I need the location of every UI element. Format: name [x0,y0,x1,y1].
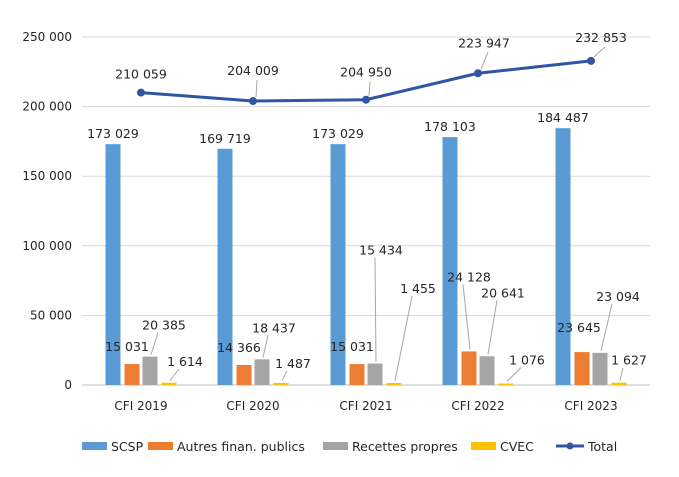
y-tick-label: 250 000 [22,30,72,44]
bar-scsp [217,148,233,385]
y-tick-label: 200 000 [22,100,72,114]
label-leader-line [262,335,269,358]
bar-value-label: 169 719 [199,131,251,146]
bar-recettes-propres [479,356,495,385]
bar-value-label: 1 614 [167,354,203,369]
total-value-label: 204 009 [227,63,279,78]
label-leader-line [394,295,413,382]
y-tick-label: 50 000 [30,308,72,322]
bar-value-label: 173 029 [312,126,364,141]
bar-value-label: 1 455 [400,281,436,296]
legend-label: Total [587,439,617,454]
label-leader-line [619,367,624,381]
bar-value-label: 15 434 [359,243,403,258]
total-point [249,97,257,106]
bar-value-label: 15 031 [330,339,374,354]
label-leader-line [462,284,471,350]
label-leader-line [593,46,606,58]
bar-cvec [386,382,402,385]
bar-autres-finan-publics [574,352,590,385]
bar-recettes-propres [592,352,608,385]
legend-line-marker [566,442,574,450]
label-leader-line [506,367,522,382]
total-value-label: 210 059 [115,67,167,82]
label-leader-line [600,303,613,351]
legend-label: Recettes propres [352,439,458,454]
label-leader-line [150,332,159,355]
label-leader-line [255,79,258,98]
bar-recettes-propres [254,359,270,385]
legend-swatch [471,442,496,450]
bars [105,128,627,385]
bar-value-label: 14 366 [217,340,261,355]
total-point [474,69,482,78]
bar-value-label: 23 094 [596,289,640,304]
legend: SCSP Autres finan. publics Recettes propre… [82,439,617,454]
total-value-label: 223 947 [458,35,510,50]
bar-cvec [161,382,177,385]
bar-cvec [611,382,627,385]
bar-scsp [330,144,346,385]
bar-value-label: 20 385 [142,318,186,333]
bar-scsp [555,128,571,385]
total-value-label: 232 853 [575,30,627,45]
bar-cvec [273,382,289,385]
bar-value-label: 20 641 [481,285,525,300]
label-leader-line [374,257,377,362]
bar-value-label: 23 645 [557,320,601,335]
bar-value-label: 184 487 [537,110,589,125]
x-tick-label: CFI 2022 [451,399,504,413]
x-tick-label: CFI 2021 [339,399,392,413]
total-point [137,88,145,97]
bar-value-label: 24 128 [447,269,491,284]
bar-cvec [498,383,514,385]
legend-label: Autres finan. publics [177,439,305,454]
total-point [587,56,595,65]
bar-value-label: 1 627 [611,353,647,368]
bar-scsp [105,144,121,385]
label-leader-line [169,368,180,382]
axes: 0 50 000 100 000 150 000 200 000 250 000 CFI 2… [22,30,617,413]
bar-value-label: 178 103 [424,119,476,134]
legend-label: CVEC [500,439,534,454]
legend-label: SCSP [111,439,144,454]
y-tick-label: 150 000 [22,169,72,183]
legend-swatch [82,442,107,450]
bar-value-label: 1 487 [275,356,311,371]
x-tick-label: CFI 2023 [564,399,617,413]
bar-value-label: 173 029 [87,126,139,141]
bar-recettes-propres [142,356,158,385]
bar-scsp [442,137,458,385]
label-leader-line [487,300,498,355]
legend-swatch [323,442,348,450]
total-value-label: 204 950 [340,65,392,80]
bar-recettes-propres [367,363,383,385]
bar-autres-finan-publics [124,364,140,385]
label-leader-line [368,81,371,96]
gridlines [82,36,650,386]
y-tick-label: 0 [64,378,72,392]
data-labels: 173 029 169 719 173 029 178 103 184 487 15 03… [87,30,647,371]
bar-value-label: 1 076 [509,353,545,368]
total-point [362,95,370,104]
leader-lines [150,46,624,382]
y-tick-label: 100 000 [22,239,72,253]
x-tick-label: CFI 2019 [114,399,167,413]
total-line [137,56,595,106]
bar-value-label: 18 437 [252,320,296,335]
x-tick-label: CFI 2020 [226,399,279,413]
bar-autres-finan-publics [236,365,252,385]
bar-autres-finan-publics [461,351,477,385]
bar-value-label: 15 031 [105,339,149,354]
bar-autres-finan-publics [349,364,365,385]
label-leader-line [281,370,288,382]
label-leader-line [480,52,489,70]
legend-swatch [148,442,173,450]
